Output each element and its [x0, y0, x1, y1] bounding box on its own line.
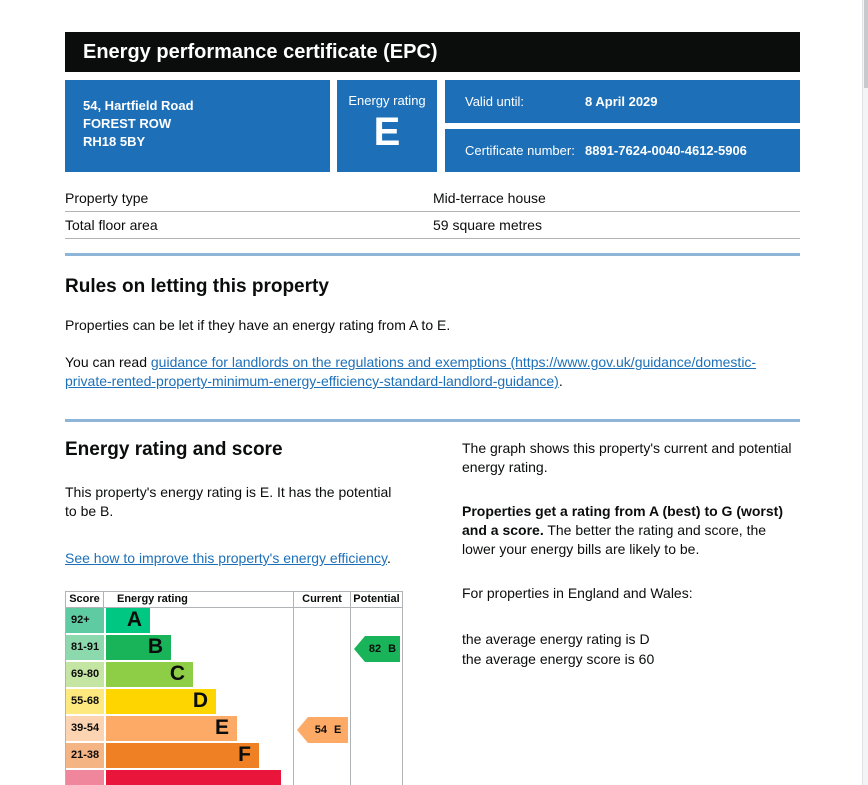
table-row: Total floor area 59 square metres [65, 212, 800, 239]
chart-header-score: Score [66, 592, 104, 608]
average-stats: the average energy rating is D the avera… [462, 629, 800, 669]
england-wales-intro: For properties in England and Wales: [462, 585, 693, 601]
rating-explainer: Properties get a rating from A (best) to… [462, 502, 800, 559]
improve-paragraph: See how to improve this property's energ… [65, 549, 403, 568]
band-bar-cell: C [104, 662, 293, 689]
potential-column-cell [350, 608, 402, 635]
current-column-cell [293, 662, 350, 689]
energy-rating-box: Energy rating E [337, 80, 437, 172]
rating-explainer-bold: Properties get a rating from A (best) to… [462, 503, 783, 538]
potential-column-cell [350, 770, 402, 785]
chart-header-current: Current [293, 592, 350, 608]
epc-band-row: 39-54 E 54 E [66, 716, 402, 743]
epc-band-row: 81-91 B 82 B [66, 635, 402, 662]
band-score-cell: 92+ [66, 608, 104, 635]
guidance-text-suffix: . [558, 373, 563, 389]
epc-chart-header: Score Energy rating Current Potential [66, 592, 402, 608]
energy-rating-label: Energy rating [348, 93, 426, 108]
valid-until-label: Valid until: [465, 94, 525, 109]
rating-column-right: The graph shows this property's current … [462, 436, 800, 785]
landlord-guidance-link[interactable]: guidance for landlords on the regulation… [65, 354, 757, 389]
current-column-cell [293, 770, 350, 785]
certificate-number-row: Certificate number: 8891-7624-0040-4612-… [445, 129, 800, 172]
total-floor-area-value: 59 square metres [433, 217, 542, 233]
graph-description: The graph shows this property's current … [462, 440, 792, 475]
certificate-summary: 54, Hartfield Road FOREST ROW RH18 5BY E… [65, 80, 800, 172]
rules-guidance-paragraph: You can read guidance for landlords on t… [65, 353, 800, 391]
rating-explainer-rest: The better the rating and score, the low… [462, 522, 767, 557]
band-bar-cell: E [104, 716, 293, 743]
potential-rating-marker-label: 82 B [365, 635, 400, 662]
property-address: 54, Hartfield Road FOREST ROW RH18 5BY [65, 80, 330, 172]
current-column-cell: 54 E [293, 716, 350, 743]
scrollbar-thumb[interactable] [864, 0, 868, 88]
certificate-page: Energy performance certificate (EPC) 54,… [65, 0, 800, 785]
average-rating-line: the average energy rating is D [462, 631, 650, 647]
section-divider [65, 419, 800, 422]
chart-header-energy-rating: Energy rating [104, 592, 293, 608]
validity-box: Valid until: 8 April 2029 Certificate nu… [445, 80, 800, 172]
current-rating-marker-label: 54 E [308, 716, 348, 743]
address-line-3: RH18 5BY [83, 134, 146, 150]
potential-column-cell: 82 B [350, 635, 402, 662]
rating-summary-text: This property's energy rating is E. It h… [65, 484, 392, 519]
certificate-number-label: Certificate number: [465, 143, 575, 158]
band-score-cell: 81-91 [66, 635, 104, 662]
current-column-cell [293, 743, 350, 770]
epc-band-row: 92+ A [66, 608, 402, 635]
left-arrow-icon [297, 716, 308, 743]
valid-until-value: 8 April 2029 [585, 94, 658, 109]
address-line-2: FOREST ROW [83, 116, 172, 132]
chart-header-potential: Potential [350, 592, 402, 608]
potential-column-cell [350, 662, 402, 689]
epc-band-row [66, 770, 402, 785]
epc-band-row: 21-38 F [66, 743, 402, 770]
total-floor-area-label: Total floor area [65, 217, 158, 233]
epc-band-row: 55-68 D [66, 689, 402, 716]
epc-band-row: 69-80 C [66, 662, 402, 689]
band-score-cell: 55-68 [66, 689, 104, 716]
valid-until-row: Valid until: 8 April 2029 [445, 80, 800, 123]
rules-heading: Rules on letting this property [65, 276, 329, 297]
current-column-cell [293, 635, 350, 662]
improve-efficiency-link[interactable]: See how to improve this property's energ… [65, 550, 387, 566]
page-title: Energy performance certificate (EPC) [65, 32, 800, 72]
table-row: Property type Mid-terrace house [65, 185, 800, 212]
property-type-value: Mid-terrace house [433, 190, 546, 206]
rating-column-left: Energy rating and score This property's … [65, 436, 403, 785]
section-divider [65, 253, 800, 256]
scrollbar-track[interactable] [862, 0, 868, 785]
band-bar-cell: F [104, 743, 293, 770]
band-score-cell [66, 770, 104, 785]
potential-column-cell [350, 689, 402, 716]
property-details-table: Property type Mid-terrace house Total fl… [65, 185, 800, 239]
current-rating-marker: 54 E [297, 716, 348, 743]
band-bar-cell [104, 770, 293, 785]
rules-paragraph: Properties can be let if they have an en… [65, 317, 451, 333]
epc-chart-rows: 92+ A 81-91 B 82 B 69-80 C 55-68 D 39-54 E 54 E 21-38 F [66, 608, 402, 785]
improve-link-suffix: . [386, 550, 391, 566]
current-column-cell [293, 689, 350, 716]
band-bar-cell: A [104, 608, 293, 635]
energy-rating-section: Energy rating and score This property's … [65, 436, 800, 785]
average-score-line: the average energy score is 60 [462, 651, 655, 667]
energy-rating-value: E [373, 110, 401, 154]
band-bar-cell: B [104, 635, 293, 662]
potential-column-cell [350, 716, 402, 743]
potential-rating-marker: 82 B [354, 635, 400, 662]
band-score-cell: 39-54 [66, 716, 104, 743]
band-score-cell: 69-80 [66, 662, 104, 689]
current-column-cell [293, 608, 350, 635]
guidance-text-prefix: You can read [65, 354, 151, 370]
certificate-number-value: 8891-7624-0040-4612-5906 [585, 143, 747, 158]
rating-heading: Energy rating and score [65, 439, 283, 460]
left-arrow-icon [354, 635, 365, 662]
property-type-label: Property type [65, 190, 149, 206]
potential-column-cell [350, 743, 402, 770]
band-bar-cell: D [104, 689, 293, 716]
address-line-1: 54, Hartfield Road [83, 98, 194, 113]
band-score-cell: 21-38 [66, 743, 104, 770]
epc-chart: Score Energy rating Current Potential 92+ A 8… [65, 591, 403, 785]
